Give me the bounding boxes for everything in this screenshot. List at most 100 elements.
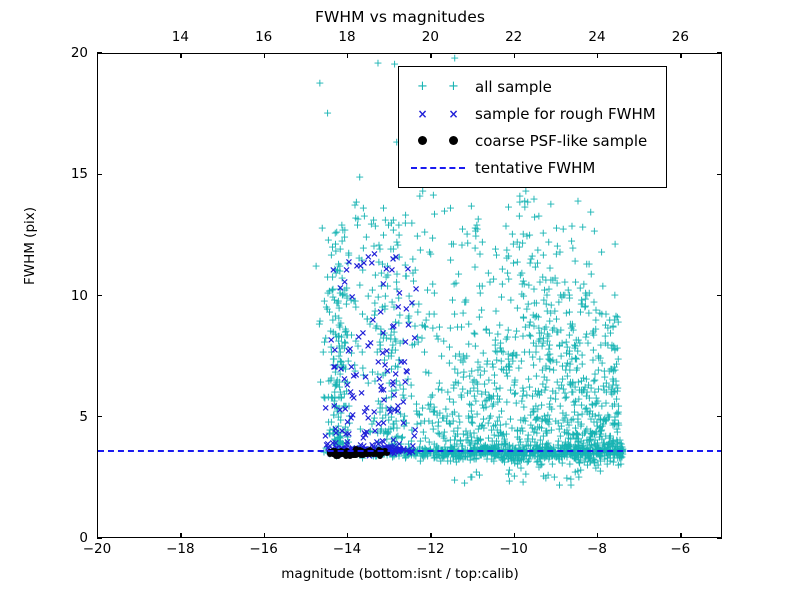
data-point-rough-fwhm: ×: [336, 405, 344, 416]
data-point-all-sample: +: [464, 319, 473, 330]
data-point-all-sample: +: [519, 443, 528, 454]
data-point-all-sample: +: [497, 451, 506, 462]
data-point-all-sample: +: [544, 331, 553, 342]
data-point-all-sample: +: [464, 339, 473, 350]
data-point-all-sample: +: [392, 236, 401, 247]
data-point-all-sample: +: [334, 403, 343, 414]
data-point-rough-fwhm: ×: [377, 386, 385, 396]
data-point-all-sample: +: [399, 393, 408, 404]
data-point-rough-fwhm: ×: [348, 411, 356, 421]
data-point-all-sample: +: [610, 418, 619, 429]
data-point-all-sample: +: [451, 277, 460, 288]
data-point-all-sample: +: [605, 436, 614, 447]
data-point-all-sample: +: [347, 329, 356, 340]
data-point-all-sample: +: [518, 238, 527, 249]
data-point-all-sample: +: [489, 274, 498, 285]
data-point-all-sample: +: [535, 276, 544, 287]
data-point-all-sample: +: [588, 354, 597, 365]
data-point-all-sample: +: [568, 319, 577, 330]
data-point-all-sample: +: [432, 330, 441, 341]
data-point-all-sample: +: [508, 351, 517, 362]
data-point-all-sample: +: [617, 438, 626, 449]
data-point-all-sample: +: [545, 451, 554, 462]
data-point-all-sample: +: [615, 437, 624, 448]
data-point-all-sample: +: [331, 311, 340, 322]
data-point-all-sample: +: [488, 359, 497, 370]
data-point-all-sample: +: [565, 349, 574, 360]
y-tick-label: 5: [40, 409, 88, 425]
data-point-all-sample: +: [350, 359, 359, 370]
data-point-all-sample: +: [428, 417, 437, 428]
data-point-all-sample: +: [496, 452, 505, 463]
data-point-all-sample: +: [602, 414, 611, 425]
data-point-all-sample: +: [530, 311, 539, 322]
data-point-all-sample: +: [552, 278, 561, 289]
data-point-all-sample: +: [503, 370, 512, 381]
data-point-all-sample: +: [475, 248, 484, 259]
data-point-all-sample: +: [450, 54, 459, 63]
x-tick-bottom: [97, 533, 99, 538]
data-point-all-sample: +: [382, 393, 391, 404]
data-point-all-sample: +: [460, 477, 469, 488]
data-point-all-sample: +: [457, 448, 466, 459]
data-point-all-sample: +: [611, 443, 620, 454]
data-point-all-sample: +: [594, 409, 603, 420]
data-point-all-sample: +: [529, 194, 538, 205]
data-point-all-sample: +: [485, 328, 494, 339]
data-point-all-sample: +: [616, 453, 625, 464]
data-point-all-sample: +: [536, 435, 545, 446]
data-point-all-sample: +: [328, 314, 337, 325]
data-point-all-sample: +: [584, 379, 593, 390]
data-point-all-sample: +: [610, 315, 619, 326]
data-point-rough-fwhm: ×: [346, 387, 354, 398]
data-point-all-sample: +: [519, 229, 528, 240]
data-point-all-sample: +: [440, 427, 449, 438]
data-point-all-sample: +: [445, 417, 454, 428]
data-point-all-sample: +: [330, 433, 339, 444]
data-point-all-sample: +: [369, 448, 378, 459]
data-point-all-sample: +: [328, 291, 337, 302]
data-point-all-sample: +: [339, 439, 348, 450]
data-point-rough-fwhm: ×: [410, 432, 418, 442]
data-point-all-sample: +: [505, 475, 514, 486]
data-point-all-sample: +: [534, 210, 543, 221]
data-point-all-sample: +: [471, 340, 480, 351]
legend-item-tentative-fwhm: tentative FWHM: [407, 154, 656, 181]
data-point-all-sample: +: [385, 377, 394, 388]
data-point-all-sample: +: [531, 385, 540, 396]
data-point-all-sample: +: [454, 269, 463, 280]
data-point-all-sample: +: [479, 423, 488, 434]
legend-label-all-sample: all sample: [469, 78, 552, 96]
data-point-all-sample: +: [472, 447, 481, 458]
x-tick-label-bottom: −20: [83, 541, 112, 557]
y-tick-label: 20: [40, 45, 88, 61]
data-point-rough-fwhm: ×: [395, 289, 403, 299]
data-point-all-sample: +: [546, 392, 555, 403]
data-point-all-sample: +: [452, 456, 461, 467]
data-point-all-sample: +: [474, 434, 483, 445]
data-point-all-sample: +: [392, 431, 401, 442]
data-point-all-sample: +: [533, 439, 542, 450]
data-point-all-sample: +: [612, 434, 621, 445]
data-point-all-sample: +: [562, 347, 571, 358]
data-point-all-sample: +: [501, 438, 510, 449]
data-point-all-sample: +: [415, 409, 424, 420]
data-point-all-sample: +: [401, 444, 410, 455]
data-point-all-sample: +: [489, 447, 498, 458]
data-point-all-sample: +: [460, 451, 469, 462]
data-point-all-sample: +: [448, 294, 457, 305]
data-point-all-sample: +: [577, 385, 586, 396]
data-point-all-sample: +: [614, 460, 623, 471]
data-point-all-sample: +: [426, 444, 435, 455]
data-point-coarse-psf: [352, 452, 358, 458]
data-point-all-sample: +: [420, 321, 429, 332]
data-point-all-sample: +: [474, 423, 483, 434]
data-point-all-sample: +: [565, 290, 574, 301]
data-point-all-sample: +: [421, 321, 430, 332]
data-point-all-sample: +: [375, 343, 384, 354]
data-point-all-sample: +: [558, 457, 567, 468]
data-point-all-sample: +: [394, 317, 403, 328]
data-point-all-sample: +: [315, 316, 324, 327]
data-point-all-sample: +: [347, 447, 356, 458]
data-point-all-sample: +: [457, 240, 466, 251]
